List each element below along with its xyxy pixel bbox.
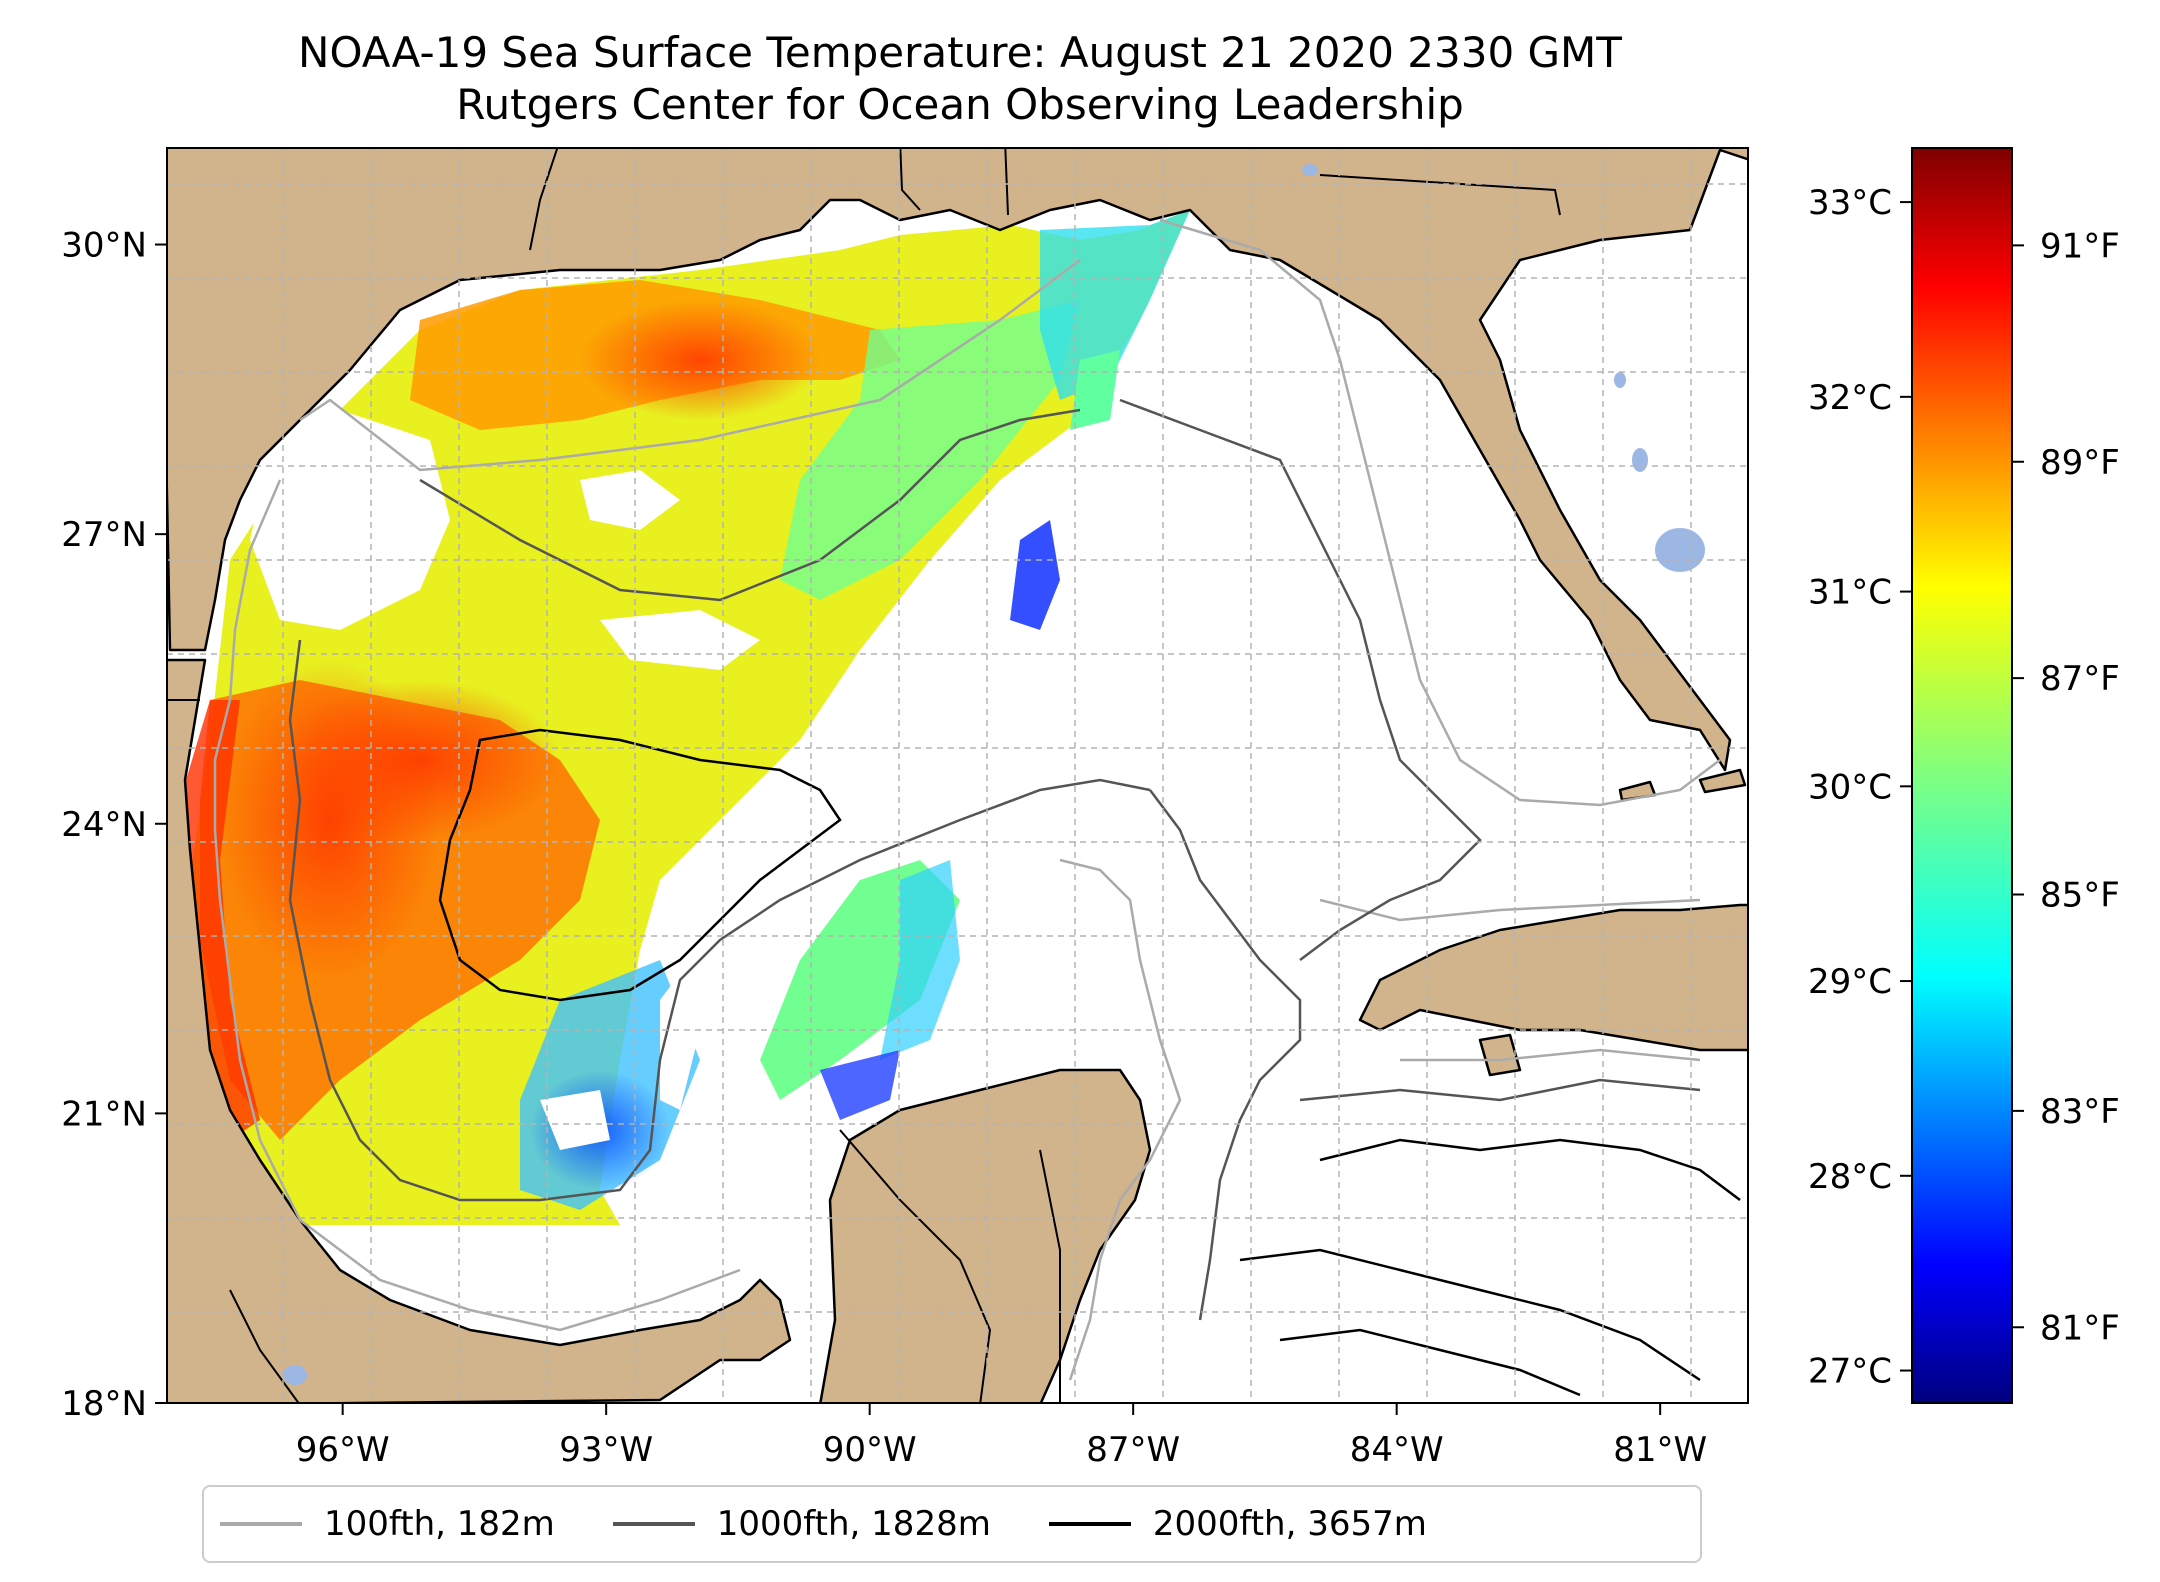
colorbar bbox=[1911, 147, 2013, 1404]
lon-tick-label: 87°W bbox=[1086, 1430, 1180, 1470]
fahrenheit-tick-label: 87°F bbox=[2040, 659, 2120, 699]
bathymetry-legend: 100fth, 182m 1000fth, 1828m 2000fth, 365… bbox=[202, 1485, 1702, 1563]
lon-tick-label: 90°W bbox=[823, 1430, 917, 1470]
lon-tick-label: 84°W bbox=[1350, 1430, 1444, 1470]
lat-tick-label: 18°N bbox=[61, 1384, 147, 1424]
lat-tick-label: 30°N bbox=[61, 226, 147, 266]
legend-label-100fth: 100fth, 182m bbox=[324, 1504, 555, 1544]
bathymetry-2000fth bbox=[438, 728, 1741, 1397]
state-borders bbox=[167, 148, 1561, 1403]
legend-label-2000fth: 2000fth, 3657m bbox=[1152, 1504, 1427, 1544]
celsius-tick-label: 27°C bbox=[1808, 1352, 1892, 1392]
celsius-tick-label: 29°C bbox=[1808, 962, 1892, 1002]
colorbar-ticks: 33°C 32°C 31°C 30°C 29°C 28°C 27°C 91°F 89°F 87°F… bbox=[1808, 183, 2120, 1391]
celsius-tick-label: 31°C bbox=[1808, 573, 1892, 613]
legend-line-2000fth bbox=[1048, 1522, 1131, 1526]
bathymetry-100fth bbox=[213, 218, 1721, 1381]
gridlines bbox=[167, 148, 1748, 1403]
land-masses bbox=[167, 148, 1748, 1403]
axis-ticks: 96°W 93°W 90°W 87°W 84°W 81°W 30°N 27°N 24°N 21°N… bbox=[61, 226, 1707, 1470]
lon-tick-label: 96°W bbox=[296, 1430, 390, 1470]
map-title: NOAA-19 Sea Surface Temperature: August … bbox=[298, 28, 1622, 77]
legend-line-100fth bbox=[220, 1522, 302, 1526]
fahrenheit-tick-label: 91°F bbox=[2040, 226, 2120, 266]
legend-line-1000fth bbox=[612, 1522, 695, 1526]
celsius-tick-label: 33°C bbox=[1808, 183, 1892, 223]
lat-tick-label: 27°N bbox=[61, 515, 147, 555]
lat-tick-label: 24°N bbox=[61, 805, 147, 845]
fahrenheit-tick-label: 85°F bbox=[2040, 876, 2120, 916]
legend-label-1000fth: 1000fth, 1828m bbox=[716, 1504, 991, 1544]
celsius-tick-label: 32°C bbox=[1808, 378, 1892, 418]
bathymetry-1000fth bbox=[288, 398, 1701, 1321]
legend-item-2000fth: 2000fth, 3657m bbox=[1048, 1504, 1427, 1544]
lon-tick-label: 93°W bbox=[559, 1430, 653, 1470]
fahrenheit-tick-label: 89°F bbox=[2040, 443, 2120, 483]
map-subtitle: Rutgers Center for Ocean Observing Leade… bbox=[456, 80, 1464, 129]
celsius-tick-label: 28°C bbox=[1808, 1157, 1892, 1197]
fahrenheit-tick-label: 83°F bbox=[2040, 1092, 2120, 1132]
legend-item-1000fth: 1000fth, 1828m bbox=[612, 1504, 991, 1544]
legend-item-100fth: 100fth, 182m bbox=[220, 1504, 555, 1544]
lon-tick-label: 81°W bbox=[1613, 1430, 1707, 1470]
celsius-tick-label: 30°C bbox=[1808, 767, 1892, 807]
map-frame bbox=[166, 147, 1749, 1404]
fahrenheit-tick-label: 81°F bbox=[2040, 1308, 2120, 1348]
lat-tick-label: 21°N bbox=[61, 1094, 147, 1134]
